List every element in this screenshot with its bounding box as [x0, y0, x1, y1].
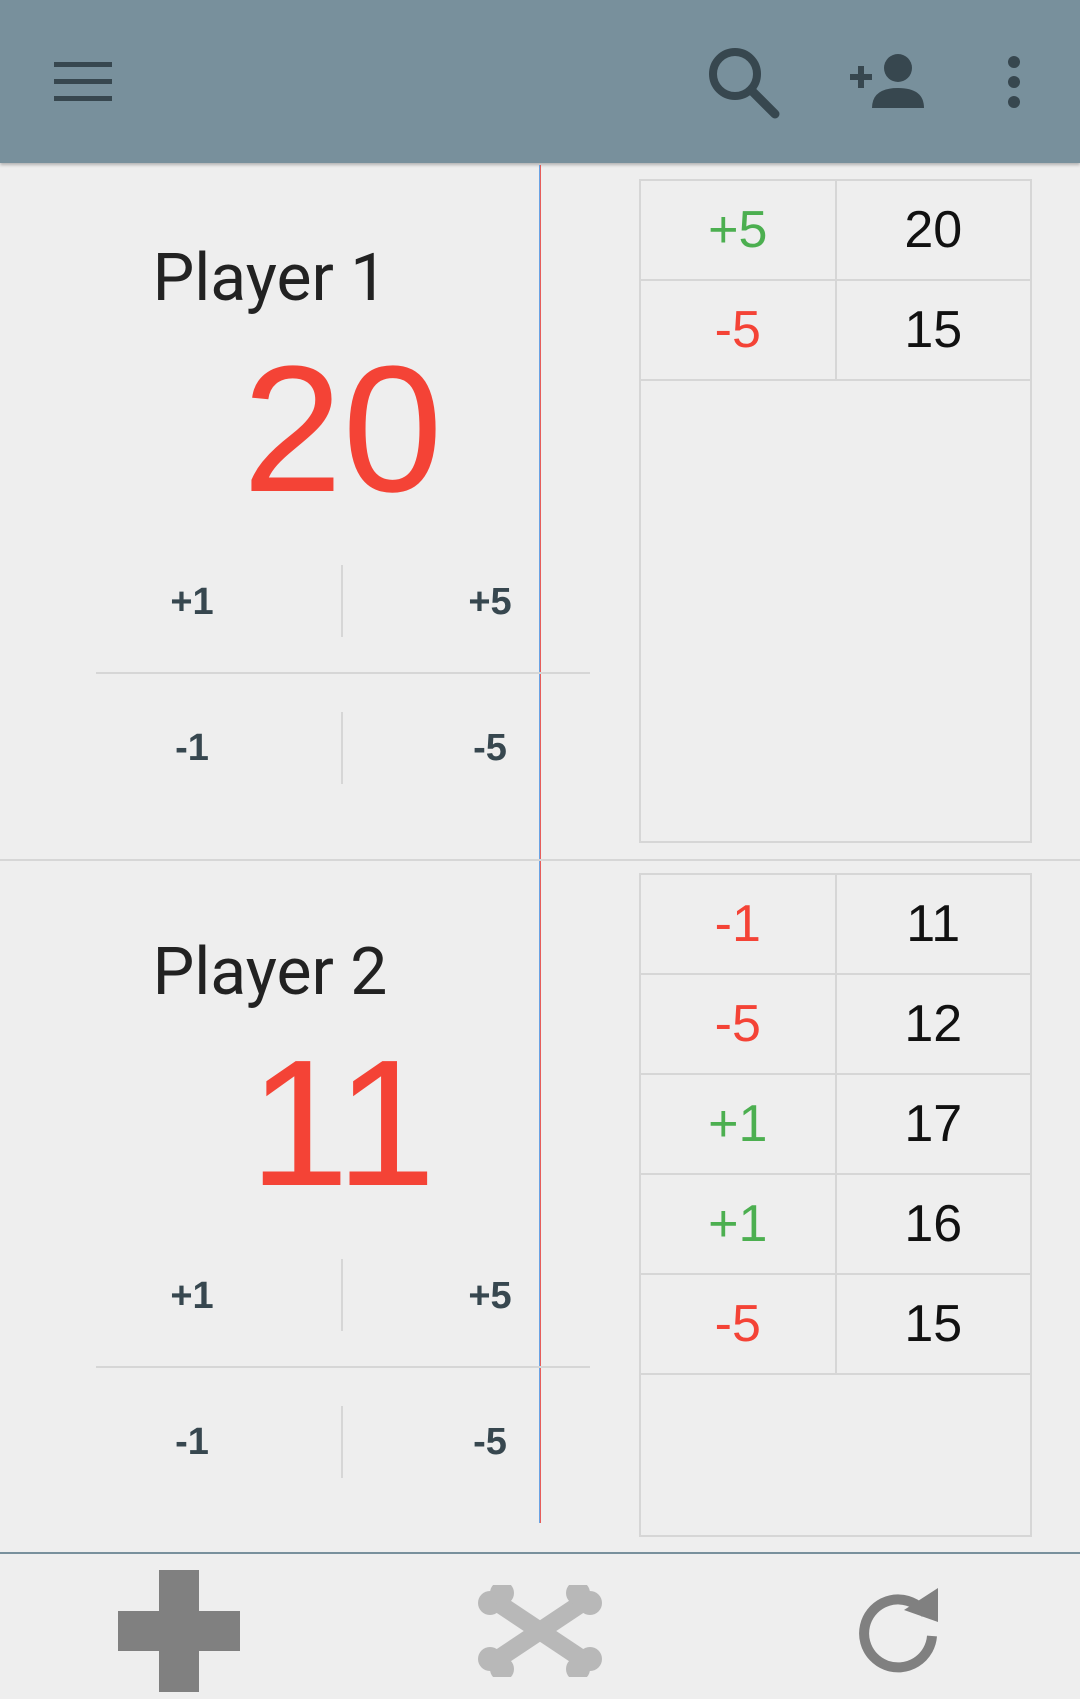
history-delta: -5 [641, 281, 837, 379]
plus-5-button[interactable]: +5 [468, 580, 512, 623]
minus-1-button[interactable]: -1 [175, 1420, 209, 1463]
refresh-icon [859, 1588, 938, 1673]
button-separator [341, 1406, 343, 1478]
plus-1-button[interactable]: +1 [170, 580, 214, 623]
history-row: -5 12 [641, 975, 1030, 1075]
history-delta: -1 [641, 875, 837, 973]
bottom-toolbar [0, 1552, 1080, 1699]
history-delta: +5 [641, 181, 837, 279]
history-delta: -5 [641, 1275, 837, 1373]
history-total: 17 [904, 1095, 963, 1153]
score-history-table: +5 20 -5 15 [639, 179, 1032, 843]
reset-button[interactable] [834, 1566, 964, 1696]
history-delta: +1 [641, 1075, 837, 1173]
history-row: +1 16 [641, 1175, 1030, 1275]
history-total: 16 [904, 1195, 963, 1253]
plus-icon [118, 1570, 240, 1692]
history-row: -5 15 [641, 1275, 1030, 1375]
column-divider [539, 165, 541, 1523]
plus-5-button[interactable]: +5 [468, 1274, 512, 1317]
player-panel-2: Player 2 11 +1 +5 -1 -5 -1 11 -5 12 +1 1… [0, 859, 1080, 1551]
more-options-button[interactable] [966, 34, 1062, 130]
more-vert-icon [1008, 56, 1020, 108]
player-score: 20 [242, 329, 443, 530]
search-button[interactable] [695, 34, 791, 130]
search-icon [709, 48, 780, 119]
button-separator [341, 712, 343, 784]
history-row: +1 17 [641, 1075, 1030, 1175]
button-row-divider [96, 1366, 590, 1368]
history-row: +5 20 [641, 181, 1030, 281]
add-person-icon [850, 54, 924, 108]
minus-1-button[interactable]: -1 [175, 726, 209, 769]
history-total: 12 [904, 995, 963, 1053]
score-history-table: -1 11 -5 12 +1 17 +1 16 -5 15 [639, 873, 1032, 1537]
crossbones-icon [478, 1585, 602, 1677]
player-score: 11 [249, 1023, 436, 1224]
button-separator [341, 565, 343, 637]
history-delta: -5 [641, 975, 837, 1073]
button-separator [341, 1259, 343, 1331]
app-bar [0, 0, 1080, 163]
history-total: 11 [906, 895, 961, 953]
menu-icon [54, 62, 112, 101]
player-name[interactable]: Player 1 [152, 240, 388, 317]
history-total: 15 [904, 1295, 963, 1353]
minus-5-button[interactable]: -5 [473, 726, 507, 769]
history-total: 20 [904, 201, 963, 259]
add-button[interactable] [114, 1566, 244, 1696]
history-row: -1 11 [641, 875, 1030, 975]
button-row-divider [96, 672, 590, 674]
player-panel-1: Player 1 20 +1 +5 -1 -5 +5 20 -5 15 [0, 165, 1080, 857]
minus-5-button[interactable]: -5 [473, 1420, 507, 1463]
menu-button[interactable] [36, 34, 132, 130]
plus-1-button[interactable]: +1 [170, 1274, 214, 1317]
player-name[interactable]: Player 2 [152, 934, 388, 1011]
remove-player-button[interactable] [475, 1566, 605, 1696]
history-total: 15 [904, 301, 963, 359]
history-delta: +1 [641, 1175, 837, 1273]
history-row: -5 15 [641, 281, 1030, 381]
add-player-button[interactable] [840, 34, 936, 130]
